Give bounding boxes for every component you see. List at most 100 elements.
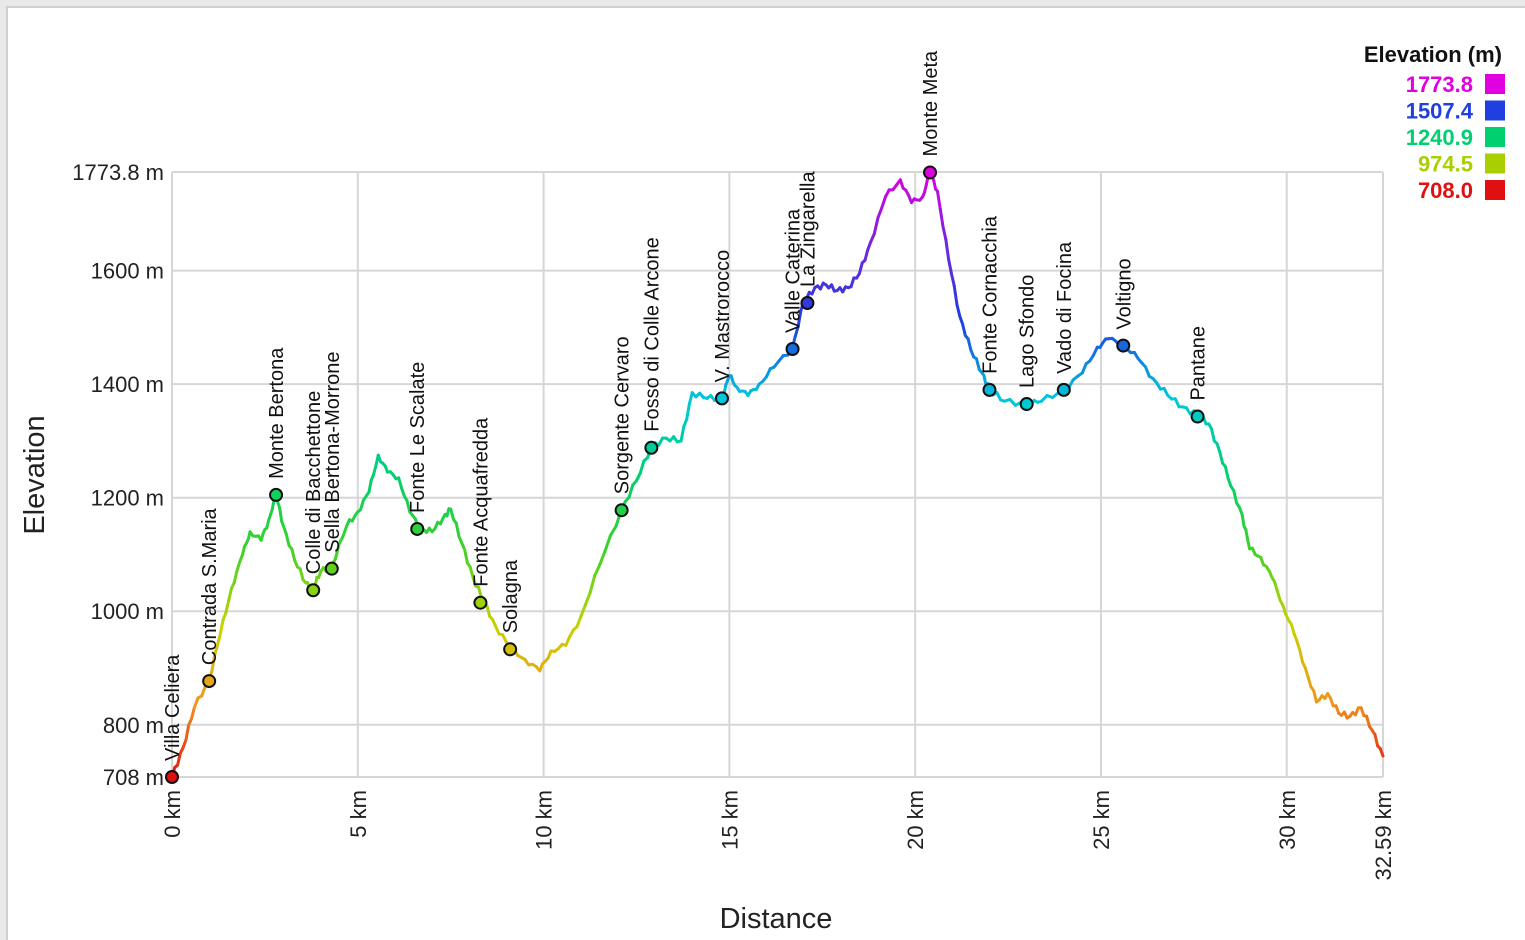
waypoint-label: V. Mastrorocco xyxy=(712,250,734,383)
waypoint-label: Monte Meta xyxy=(920,50,942,156)
legend-swatch xyxy=(1485,154,1505,174)
elevation-segment-262 xyxy=(943,227,946,240)
elevation-segment-147 xyxy=(577,617,581,627)
y-tick-label: 708 m xyxy=(103,765,164,790)
waypoint-label: Pantane xyxy=(1188,326,1210,401)
waypoint-label: Lago Sfondo xyxy=(1017,275,1039,388)
y-tick-label: 1000 m xyxy=(91,599,164,624)
waypoint-label: Fonte Le Scalate xyxy=(407,362,429,513)
waypoint-label: Solagna xyxy=(500,559,522,633)
elevation-segment-318 xyxy=(1146,367,1150,376)
waypoint-marker xyxy=(645,442,657,454)
legend-entry-label: 1240.9 xyxy=(1406,125,1473,150)
x-axis-title: Distance xyxy=(720,903,833,935)
x-tick-label: 32.59 km xyxy=(1371,790,1396,881)
y-tick-label: 1200 m xyxy=(91,486,164,511)
waypoint-marker xyxy=(504,643,516,655)
elevation-segment-110 xyxy=(456,523,459,536)
waypoint-marker xyxy=(716,392,728,404)
waypoint-marker xyxy=(801,297,813,309)
legend: Elevation (m) 1773.81507.41240.9974.5708… xyxy=(1364,42,1505,203)
legend-swatch xyxy=(1485,127,1505,147)
x-tick-label: 5 km xyxy=(346,790,371,838)
x-tick-label: 10 km xyxy=(532,790,557,850)
elevation-segment-10 xyxy=(202,686,206,696)
waypoint-label: Sella Bertona-Morrone xyxy=(322,351,344,552)
legend-entry-label: 974.5 xyxy=(1418,152,1473,177)
elevation-segment-161 xyxy=(640,461,644,473)
elevation-segment-149 xyxy=(585,593,590,605)
elevation-segment-174 xyxy=(687,404,690,420)
elevation-segment-271 xyxy=(968,339,971,350)
elevation-segment-397 xyxy=(1375,734,1378,746)
waypoint-marker xyxy=(474,597,486,609)
elevation-segment-47 xyxy=(292,549,295,560)
waypoint-marker xyxy=(1021,398,1033,410)
elevation-segment-8 xyxy=(194,698,198,708)
grid xyxy=(172,172,1383,777)
elevation-segment-19 xyxy=(229,589,232,601)
elevation-segment-45 xyxy=(286,534,289,545)
elevation-segment-172 xyxy=(681,426,684,441)
elevation-segment-151 xyxy=(595,566,600,576)
waypoint-marker xyxy=(1117,340,1129,352)
waypoint-label: Fonte Cornacchia xyxy=(979,215,1001,374)
elevation-segment-108 xyxy=(451,509,454,519)
legend-swatch xyxy=(1485,101,1505,121)
elevation-segment-260 xyxy=(937,191,940,209)
y-tick-label: 800 m xyxy=(103,713,164,738)
x-tick-label: 0 km xyxy=(160,790,185,838)
elevation-segment-7 xyxy=(192,708,195,719)
waypoint-marker xyxy=(924,166,936,178)
waypoint-marker xyxy=(166,771,178,783)
waypoint-label: Sorgente Cervaro xyxy=(612,336,634,494)
waypoint-marker xyxy=(983,384,995,396)
elevation-segment-267 xyxy=(957,305,960,316)
waypoint-label: Contrada S.Maria xyxy=(199,507,221,665)
elevation-segment-153 xyxy=(605,535,611,551)
elevation-segment-342 xyxy=(1225,467,1228,479)
waypoint-marker xyxy=(787,343,799,355)
elevation-segment-345 xyxy=(1234,491,1237,503)
elevation-segment-348 xyxy=(1242,515,1244,526)
legend-entry-label: 708.0 xyxy=(1418,178,1473,203)
elevation-segment-261 xyxy=(940,209,943,227)
elevation-line xyxy=(172,172,1383,777)
y-axis-title: Elevation xyxy=(19,415,51,534)
legend-entry-label: 1507.4 xyxy=(1406,99,1474,124)
elevation-segment-113 xyxy=(465,550,468,563)
waypoint-marker xyxy=(270,489,282,501)
elevation-segment-337 xyxy=(1212,429,1215,441)
elevation-segment-76 xyxy=(369,480,371,492)
elevation-segment-88 xyxy=(399,478,402,488)
y-tick-label: 1773.8 m xyxy=(72,160,164,185)
elevation-segment-237 xyxy=(874,218,878,234)
waypoint-label: Vado di Focina xyxy=(1054,241,1076,374)
legend-swatch xyxy=(1485,74,1505,94)
elevation-segment-375 xyxy=(1314,691,1317,702)
elevation-segment-21 xyxy=(234,571,237,583)
waypoint-label: Fonte Acquafredda xyxy=(470,417,492,587)
elevation-segment-340 xyxy=(1220,452,1223,463)
legend-swatch xyxy=(1485,180,1505,200)
elevation-segment-5 xyxy=(186,725,189,740)
legend-title: Elevation (m) xyxy=(1364,42,1502,67)
elevation-segment-150 xyxy=(590,576,595,593)
waypoint-label: Villa Celiera xyxy=(162,654,184,761)
waypoint-marker xyxy=(616,504,628,516)
waypoint-label: Monte Bertona xyxy=(266,347,288,479)
waypoint-marker xyxy=(307,584,319,596)
waypoint-marker xyxy=(326,563,338,575)
waypoint-marker xyxy=(203,675,215,687)
waypoint-marker xyxy=(1058,384,1070,396)
waypoint-label: Voltigno xyxy=(1113,258,1135,329)
waypoint-marker xyxy=(1192,411,1204,423)
waypoint-label: Fosso di Colle Arcone xyxy=(641,237,663,432)
x-tick-label: 25 km xyxy=(1089,790,1114,850)
elevation-segment-234 xyxy=(865,250,868,261)
x-tick-label: 30 km xyxy=(1275,790,1300,850)
elevation-segment-154 xyxy=(610,526,616,535)
